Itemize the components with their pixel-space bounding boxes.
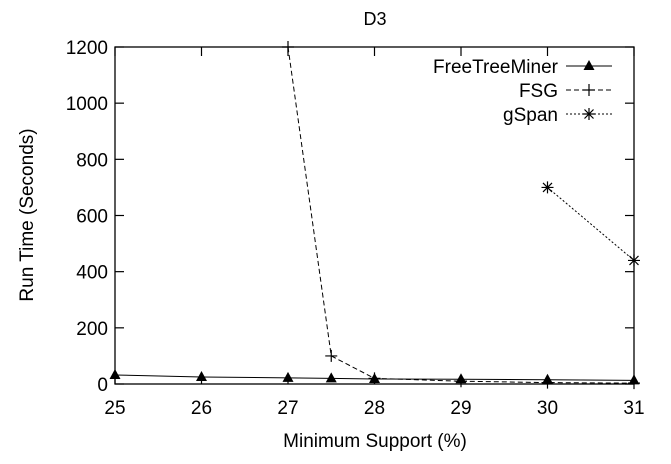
- legend-item-fsg: FSG: [519, 81, 612, 102]
- x-tick-label: 31: [623, 398, 644, 419]
- legend: FreeTreeMiner FSG gSpan: [433, 57, 612, 126]
- triangle-marker: [282, 371, 294, 382]
- plus-marker: [583, 84, 595, 96]
- series-line: [114, 374, 635, 381]
- plus-marker: [541, 376, 554, 389]
- x-tick-label: 29: [450, 398, 471, 419]
- x-tick-label: 25: [104, 398, 125, 419]
- series-line: [547, 187, 635, 261]
- asterisk-marker: [583, 108, 595, 120]
- y-tick-label: 800: [76, 150, 108, 171]
- y-tick-label: 0: [97, 375, 108, 396]
- triangle-marker: [583, 60, 595, 70]
- y-tick-label: 1200: [66, 38, 108, 59]
- plus-marker: [455, 375, 467, 388]
- legend-label: gSpan: [503, 105, 558, 126]
- triangle-marker: [109, 369, 121, 380]
- x-axis-label: Minimum Support (%): [283, 431, 467, 452]
- legend-item-freetreeminer: FreeTreeMiner: [433, 57, 612, 78]
- chart-title: D3: [363, 9, 386, 29]
- plus-marker: [628, 377, 640, 390]
- x-axis: 25 26 27 28 29 30 31: [104, 47, 645, 419]
- y-axis-label: Run Time (Seconds): [17, 128, 38, 301]
- series-fsg: [282, 41, 640, 390]
- x-tick-label: 27: [277, 398, 298, 419]
- triangle-marker: [325, 372, 337, 383]
- legend-label: FreeTreeMiner: [433, 57, 559, 78]
- series-layer: [109, 41, 640, 390]
- series-line: [287, 46, 635, 384]
- y-tick-label: 1000: [66, 94, 108, 115]
- plus-marker: [368, 372, 381, 385]
- series-gspan: [541, 181, 640, 267]
- legend-label: FSG: [519, 81, 558, 102]
- asterisk-marker: [628, 254, 640, 267]
- x-tick-label: 26: [191, 398, 212, 419]
- plus-marker: [282, 41, 294, 53]
- legend-item-gspan: gSpan: [503, 105, 612, 126]
- y-tick-label: 200: [76, 319, 108, 340]
- y-tick-label: 400: [76, 263, 108, 284]
- asterisk-marker: [541, 181, 554, 194]
- x-tick-label: 30: [537, 398, 558, 419]
- plus-marker: [325, 349, 338, 362]
- y-tick-label: 600: [76, 207, 108, 228]
- y-axis: 0 200 400 600 800 1000 1200: [66, 38, 634, 396]
- triangle-marker: [196, 370, 207, 381]
- x-tick-label: 28: [364, 398, 385, 419]
